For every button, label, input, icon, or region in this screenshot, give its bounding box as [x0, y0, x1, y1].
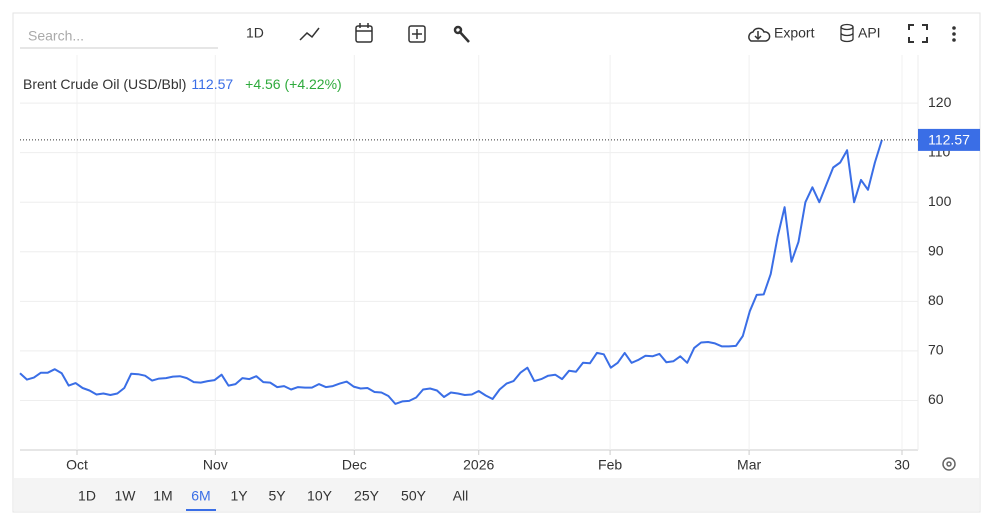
x-tick-label: 2026 [463, 457, 494, 473]
more-menu-icon[interactable] [952, 26, 956, 42]
chart-settings-icon[interactable] [942, 457, 956, 471]
y-tick-label: 100 [928, 193, 952, 209]
calendar-icon[interactable] [355, 23, 373, 43]
search-box[interactable]: Search... [28, 28, 84, 44]
x-tick-label: 30 [894, 457, 910, 473]
last-price-label: 112.57 [928, 132, 970, 148]
range-button[interactable]: 5Y [268, 488, 286, 504]
settings-wrench-icon[interactable] [453, 25, 470, 43]
export-button[interactable]: Export [774, 25, 815, 41]
frame [12, 12, 981, 513]
y-tick-label: 70 [928, 342, 944, 358]
range-button[interactable]: 50Y [401, 488, 427, 504]
x-tick-label: Mar [737, 457, 761, 473]
last-price-box [918, 128, 980, 151]
price-line [19, 139, 883, 405]
export-icon[interactable] [748, 27, 771, 42]
last-price: 112.57 [191, 76, 233, 92]
range-button[interactable]: 1M [153, 488, 172, 504]
range-button[interactable]: All [453, 488, 469, 504]
range-button[interactable]: 10Y [307, 488, 333, 504]
interval-button[interactable]: 1D [246, 25, 264, 41]
fullscreen-icon[interactable] [908, 24, 928, 43]
range-bar [14, 478, 979, 511]
x-tick-label: Feb [598, 457, 622, 473]
y-tick-label: 80 [928, 292, 944, 308]
series-name: Brent Crude Oil (USD/Bbl) [23, 76, 186, 92]
range-button[interactable]: 1Y [230, 488, 248, 504]
x-tick-label: Oct [66, 457, 88, 473]
y-tick-label: 120 [928, 94, 952, 110]
range-button[interactable]: 6M [191, 488, 210, 504]
x-tick-label: Nov [203, 457, 228, 473]
chart-type-icon[interactable] [299, 27, 320, 41]
range-button[interactable]: 1W [115, 488, 137, 504]
range-button[interactable]: 1D [78, 488, 96, 504]
api-button[interactable]: API [858, 25, 881, 41]
api-icon[interactable] [840, 23, 854, 43]
y-tick-label: 60 [928, 391, 944, 407]
y-tick-label: 90 [928, 242, 944, 258]
legend: Brent Crude Oil (USD/Bbl) 112.57 +4.56 (+4… [23, 76, 342, 92]
x-tick-label: Dec [342, 457, 367, 473]
range-button[interactable]: 25Y [354, 488, 380, 504]
price-change: +4.56 (+4.22%) [245, 76, 342, 92]
compare-icon[interactable] [408, 25, 426, 43]
